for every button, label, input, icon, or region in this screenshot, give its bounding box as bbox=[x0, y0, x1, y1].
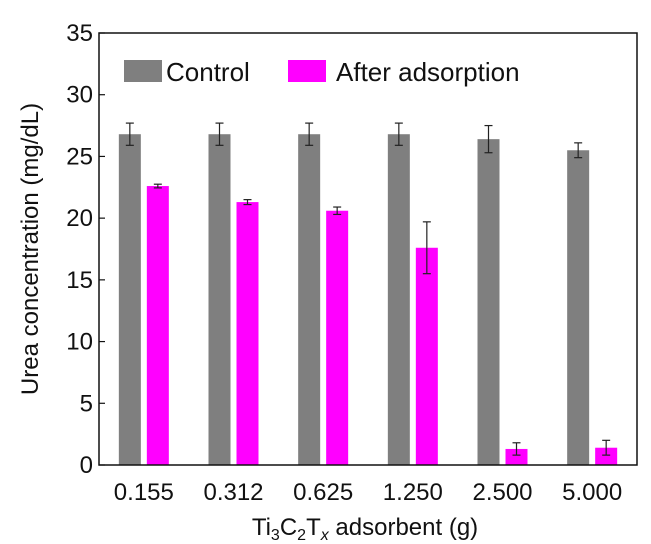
x-tick-label-0.625: 0.625 bbox=[293, 479, 353, 506]
x-axis-label: Ti3C2Tx adsorbent (g) bbox=[252, 514, 478, 544]
bar-control-0.155 bbox=[118, 134, 141, 465]
bar-after-adsorption-0.155 bbox=[146, 186, 169, 465]
x-axis-label-t: T bbox=[306, 514, 321, 541]
bar-after-adsorption-0.312 bbox=[236, 202, 259, 465]
x-tick-label-1.250: 1.250 bbox=[383, 479, 443, 506]
x-axis-label-sub-3: 3 bbox=[271, 527, 280, 544]
x-axis-label-c: C bbox=[280, 514, 297, 541]
x-tick-label-5.000: 5.000 bbox=[562, 479, 622, 506]
x-axis-label-rest: adsorbent (g) bbox=[329, 514, 478, 541]
y-axis-ticks: 0 5 10 15 20 25 30 35 bbox=[66, 20, 105, 479]
bar-control-5.000 bbox=[567, 150, 590, 465]
x-tick-label-2.500: 2.500 bbox=[472, 479, 532, 506]
bars-group bbox=[118, 134, 618, 466]
y-tick-label-15: 15 bbox=[66, 267, 93, 294]
y-axis-label: Urea concentration (mg/dL) bbox=[17, 103, 44, 395]
bar-after-adsorption-5.000 bbox=[595, 447, 618, 465]
y-tick-label-35: 35 bbox=[66, 20, 93, 47]
error-bars-group bbox=[125, 122, 611, 456]
x-axis-ticks: 0.155 0.312 0.625 1.250 2.500 5.000 bbox=[114, 479, 622, 506]
bar-after-adsorption-1.250 bbox=[415, 247, 438, 465]
bar-after-adsorption-0.625 bbox=[326, 210, 349, 465]
y-tick-label-0: 0 bbox=[80, 452, 93, 479]
bar-control-0.625 bbox=[298, 134, 321, 465]
y-tick-label-10: 10 bbox=[66, 329, 93, 356]
x-tick-label-0.312: 0.312 bbox=[203, 479, 263, 506]
bar-control-2.500 bbox=[477, 139, 500, 466]
legend-label-control: Control bbox=[166, 57, 250, 87]
bar-control-1.250 bbox=[387, 134, 410, 465]
y-tick-label-5: 5 bbox=[80, 390, 93, 417]
legend-swatch-control bbox=[124, 60, 162, 82]
x-axis-label-ti: Ti bbox=[252, 514, 271, 541]
x-axis-label-sub-x: x bbox=[320, 527, 330, 544]
legend-label-after-adsorption: After adsorption bbox=[336, 57, 520, 87]
x-tick-label-0.155: 0.155 bbox=[114, 479, 174, 506]
legend-swatch-after-adsorption bbox=[288, 60, 326, 82]
y-tick-label-30: 30 bbox=[66, 82, 93, 109]
legend: Control After adsorption bbox=[124, 57, 520, 87]
y-tick-label-25: 25 bbox=[66, 143, 93, 170]
bar-control-0.312 bbox=[208, 134, 231, 465]
bar-after-adsorption-2.500 bbox=[505, 448, 528, 465]
x-axis-label-sub-2: 2 bbox=[297, 527, 306, 544]
plot-area-frame bbox=[98, 32, 638, 466]
y-tick-label-20: 20 bbox=[66, 205, 93, 232]
